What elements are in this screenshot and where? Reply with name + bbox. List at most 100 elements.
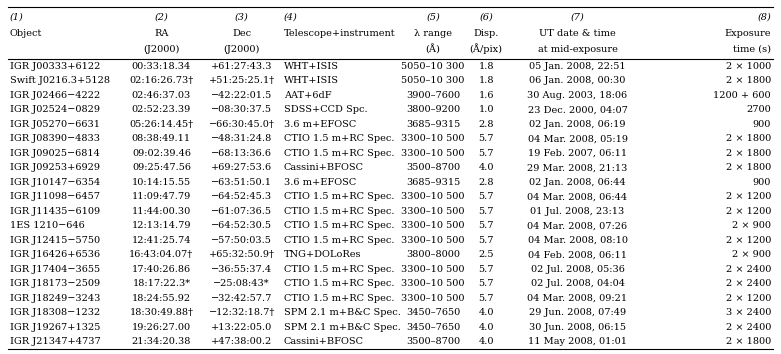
Text: +69:27:53.6: +69:27:53.6	[211, 163, 273, 172]
Text: 04 Feb. 2008, 06:11: 04 Feb. 2008, 06:11	[528, 250, 627, 259]
Text: +47:38:00.2: +47:38:00.2	[211, 337, 273, 346]
Text: +51:25:25.1†: +51:25:25.1†	[209, 76, 275, 85]
Text: SPM 2.1 m+B&C Spec.: SPM 2.1 m+B&C Spec.	[284, 323, 401, 332]
Text: +61:27:43.3: +61:27:43.3	[211, 62, 273, 71]
Text: CTIO 1.5 m+RC Spec.: CTIO 1.5 m+RC Spec.	[284, 221, 394, 230]
Text: CTIO 1.5 m+RC Spec.: CTIO 1.5 m+RC Spec.	[284, 192, 394, 201]
Text: 3300–10 500: 3300–10 500	[401, 134, 465, 143]
Text: 04 Mar. 2008, 05:19: 04 Mar. 2008, 05:19	[527, 134, 628, 143]
Text: 3300–10 500: 3300–10 500	[401, 149, 465, 158]
Text: IGR J11435−6109: IGR J11435−6109	[10, 207, 100, 216]
Text: Disp.: Disp.	[473, 29, 499, 38]
Text: 1.6: 1.6	[479, 91, 494, 100]
Text: IGR J18173−2509: IGR J18173−2509	[10, 279, 100, 288]
Text: IGR J02466−4222: IGR J02466−4222	[10, 91, 100, 100]
Text: −64:52:45.3: −64:52:45.3	[211, 192, 273, 201]
Text: 19 Feb. 2007, 06:11: 19 Feb. 2007, 06:11	[528, 149, 627, 158]
Text: λ range: λ range	[414, 29, 452, 38]
Text: 1ES 1210−646: 1ES 1210−646	[10, 221, 85, 230]
Text: Cassini+BFOSC: Cassini+BFOSC	[284, 163, 364, 172]
Text: 4.0: 4.0	[479, 163, 494, 172]
Text: −32:42:57.7: −32:42:57.7	[211, 294, 273, 303]
Text: 5.7: 5.7	[479, 265, 494, 274]
Text: Telescope+instrument: Telescope+instrument	[284, 29, 395, 38]
Text: 3300–10 500: 3300–10 500	[401, 221, 465, 230]
Text: IGR J12415−5750: IGR J12415−5750	[10, 236, 100, 245]
Text: IGR J05270−6631: IGR J05270−6631	[10, 120, 100, 129]
Text: 30 Jun. 2008, 06:15: 30 Jun. 2008, 06:15	[529, 323, 626, 332]
Text: 05:26:14.45†: 05:26:14.45†	[130, 120, 194, 129]
Text: WHT+ISIS: WHT+ISIS	[284, 62, 339, 71]
Text: 2700: 2700	[747, 105, 771, 114]
Text: 2 × 2400: 2 × 2400	[726, 279, 771, 288]
Text: 3800–9200: 3800–9200	[406, 105, 460, 114]
Text: 2 × 1800: 2 × 1800	[726, 134, 771, 143]
Text: 29 Jun. 2008, 07:49: 29 Jun. 2008, 07:49	[529, 308, 626, 317]
Text: WHT+ISIS: WHT+ISIS	[284, 76, 339, 85]
Text: 12:13:14.79: 12:13:14.79	[132, 221, 191, 230]
Text: 3.6 m+EFOSC: 3.6 m+EFOSC	[284, 120, 356, 129]
Text: (6): (6)	[480, 12, 493, 22]
Text: 17:40:26.86: 17:40:26.86	[132, 265, 191, 274]
Text: IGR J18249−3243: IGR J18249−3243	[10, 294, 101, 303]
Text: 02 Jul. 2008, 05:36: 02 Jul. 2008, 05:36	[530, 265, 625, 274]
Text: 4.0: 4.0	[479, 308, 494, 317]
Text: (1): (1)	[10, 12, 23, 22]
Text: 5.7: 5.7	[479, 236, 494, 245]
Text: 23 Dec. 2000, 04:07: 23 Dec. 2000, 04:07	[528, 105, 627, 114]
Text: (8): (8)	[758, 12, 771, 22]
Text: 2.8: 2.8	[479, 120, 494, 129]
Text: 2 × 1200: 2 × 1200	[726, 207, 771, 216]
Text: 08:38:49.11: 08:38:49.11	[132, 134, 191, 143]
Text: SPM 2.1 m+B&C Spec.: SPM 2.1 m+B&C Spec.	[284, 308, 401, 317]
Text: 02 Jul. 2008, 04:04: 02 Jul. 2008, 04:04	[530, 279, 625, 288]
Text: 29 Mar. 2008, 21:13: 29 Mar. 2008, 21:13	[527, 163, 628, 172]
Text: 2 × 900: 2 × 900	[732, 250, 771, 259]
Text: 11:44:00.30: 11:44:00.30	[132, 207, 191, 216]
Text: 10:14:15.55: 10:14:15.55	[132, 178, 191, 187]
Text: 900: 900	[753, 120, 771, 129]
Text: −48:31:24.8: −48:31:24.8	[211, 134, 273, 143]
Text: −68:13:36.6: −68:13:36.6	[211, 149, 273, 158]
Text: 04 Mar. 2008, 09:21: 04 Mar. 2008, 09:21	[527, 294, 628, 303]
Text: 2 × 1800: 2 × 1800	[726, 76, 771, 85]
Text: −61:07:36.5: −61:07:36.5	[211, 207, 273, 216]
Text: 2 × 1800: 2 × 1800	[726, 149, 771, 158]
Text: +65:32:50.9†: +65:32:50.9†	[209, 250, 275, 259]
Text: 2 × 2400: 2 × 2400	[726, 265, 771, 274]
Text: Swift J0216.3+5128: Swift J0216.3+5128	[10, 76, 110, 85]
Text: IGR J16426+6536: IGR J16426+6536	[10, 250, 100, 259]
Text: 5.7: 5.7	[479, 279, 494, 288]
Text: 5050–10 300: 5050–10 300	[401, 76, 465, 85]
Text: 04 Mar. 2008, 06:44: 04 Mar. 2008, 06:44	[527, 192, 628, 201]
Text: 02 Jan. 2008, 06:19: 02 Jan. 2008, 06:19	[530, 120, 626, 129]
Text: 1.0: 1.0	[479, 105, 494, 114]
Text: RA: RA	[154, 29, 169, 38]
Text: 3500–8700: 3500–8700	[406, 163, 460, 172]
Text: 3300–10 500: 3300–10 500	[401, 192, 465, 201]
Text: IGR J09025−6814: IGR J09025−6814	[10, 149, 100, 158]
Text: (Å): (Å)	[426, 44, 440, 54]
Text: (7): (7)	[571, 12, 584, 22]
Text: −08:30:37.5: −08:30:37.5	[211, 105, 273, 114]
Text: 1.8: 1.8	[479, 62, 494, 71]
Text: 16:43:04.07†: 16:43:04.07†	[130, 250, 194, 259]
Text: CTIO 1.5 m+RC Spec.: CTIO 1.5 m+RC Spec.	[284, 149, 394, 158]
Text: 1200 + 600: 1200 + 600	[713, 91, 771, 100]
Text: IGR J08390−4833: IGR J08390−4833	[10, 134, 100, 143]
Text: 2 × 1200: 2 × 1200	[726, 236, 771, 245]
Text: (2): (2)	[155, 12, 168, 22]
Text: at mid-exposure: at mid-exposure	[537, 45, 618, 53]
Text: UT date & time: UT date & time	[539, 29, 616, 38]
Text: 04 Mar. 2008, 08:10: 04 Mar. 2008, 08:10	[527, 236, 628, 245]
Text: +13:22:05.0: +13:22:05.0	[211, 323, 273, 332]
Text: 3300–10 500: 3300–10 500	[401, 279, 465, 288]
Text: 3300–10 500: 3300–10 500	[401, 265, 465, 274]
Text: 09:02:39.46: 09:02:39.46	[132, 149, 191, 158]
Text: CTIO 1.5 m+RC Spec.: CTIO 1.5 m+RC Spec.	[284, 134, 394, 143]
Text: 5.7: 5.7	[479, 207, 494, 216]
Text: 12:41:25.74: 12:41:25.74	[132, 236, 191, 245]
Text: −12:32:18.7†: −12:32:18.7†	[209, 308, 275, 317]
Text: CTIO 1.5 m+RC Spec.: CTIO 1.5 m+RC Spec.	[284, 265, 394, 274]
Text: 2 × 1000: 2 × 1000	[726, 62, 771, 71]
